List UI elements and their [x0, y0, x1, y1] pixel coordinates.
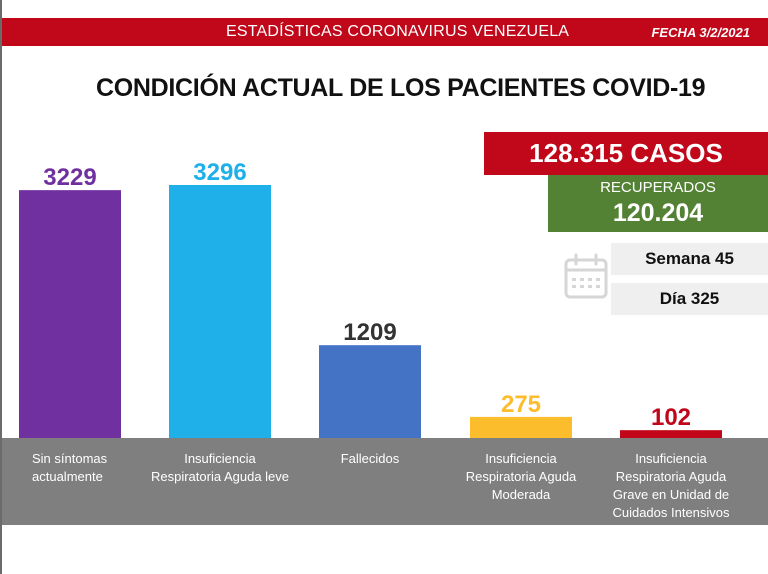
bar-1: [19, 190, 121, 438]
banner-date: FECHA 3/2/2021: [651, 25, 750, 40]
category-label-line: Cuidados Intensivos: [612, 505, 730, 520]
category-label-line: Respiratoria Aguda: [615, 469, 727, 484]
category-label-line: Insuficiencia: [184, 451, 256, 466]
data-label-5: 102: [651, 404, 691, 431]
category-label-4: Insuficiencia Respiratoria Aguda Moderada: [446, 450, 596, 504]
bar-4: [470, 416, 572, 438]
category-label-band: [2, 438, 768, 525]
category-label-line: Insuficiencia: [635, 451, 707, 466]
week-box: Semana 45: [611, 243, 768, 275]
recovered-label: RECUPERADOS: [600, 179, 716, 196]
banner-title: ESTADÍSTICAS CORONAVIRUS VENEZUELA: [226, 23, 570, 40]
bar-5: [620, 430, 722, 438]
chart-title: CONDICIÓN ACTUAL DE LOS PACIENTES COVID-…: [96, 74, 706, 102]
top-banner: ESTADÍSTICAS CORONAVIRUS VENEZUELA FECHA…: [2, 18, 768, 46]
total-cases-box: 128.315 CASOS: [484, 132, 768, 175]
category-label-line: Respiratoria Aguda: [465, 469, 577, 484]
category-label-2: Insuficiencia Respiratoria Aguda leve: [145, 450, 295, 486]
bar-3: [319, 345, 421, 438]
day-box: Día 325: [611, 283, 768, 315]
category-label-line: Fallecidos: [340, 451, 400, 466]
calendar-icon: [564, 253, 608, 299]
category-label-line: Moderada: [491, 487, 551, 502]
category-label-line: Sin síntomas: [32, 451, 108, 466]
category-label-3: Fallecidos: [295, 450, 445, 468]
category-label-1: Sin síntomas actualmente: [32, 450, 182, 486]
category-label-5: Insuficiencia Respiratoria Aguda Grave en …: [596, 450, 746, 522]
data-label-1: 3229: [43, 164, 96, 191]
data-label-3: 1209: [343, 319, 396, 346]
category-label-line: Grave en Unidad de: [612, 487, 730, 502]
category-label-line: Insuficiencia: [485, 451, 557, 466]
page-left-border: [0, 0, 2, 574]
bar-2: [169, 185, 271, 438]
recovered-box: RECUPERADOS 120.204: [548, 175, 768, 232]
data-label-2: 3296: [193, 159, 246, 186]
data-label-4: 275: [501, 391, 541, 418]
recovered-value: 120.204: [612, 199, 704, 227]
category-label-line: actualmente: [32, 469, 103, 484]
category-label-line: Respiratoria Aguda leve: [150, 469, 290, 484]
